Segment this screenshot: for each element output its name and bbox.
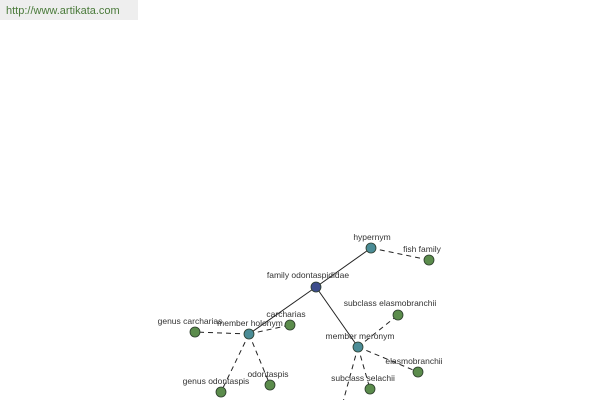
node[interactable] [215, 386, 227, 398]
edge [315, 247, 372, 288]
dashed-edge [343, 346, 359, 400]
dashed-edge [357, 346, 371, 390]
site-url[interactable]: http://www.artikata.com [0, 0, 138, 20]
node-label[interactable]: member holonym [217, 318, 283, 328]
node-label[interactable]: genus odontaspis [183, 376, 250, 386]
dashed-edge [357, 346, 419, 373]
node[interactable] [423, 254, 435, 266]
node-label[interactable]: subclass elasmobranchii [344, 298, 437, 308]
node[interactable] [365, 242, 377, 254]
node[interactable] [392, 309, 404, 321]
dashed-edge [248, 324, 291, 335]
node-label[interactable]: member meronym [326, 331, 395, 341]
node[interactable] [364, 383, 376, 395]
node[interactable] [243, 328, 255, 340]
node[interactable] [310, 281, 322, 293]
node[interactable] [352, 341, 364, 353]
edge [315, 286, 359, 348]
node-label[interactable]: family odontaspididae [267, 270, 349, 280]
node-label[interactable]: elasmobranchii [385, 356, 442, 366]
dashed-edge [370, 247, 430, 261]
edge [248, 286, 317, 335]
dashed-edge [194, 331, 250, 335]
node-label[interactable]: genus carcharias [158, 316, 223, 326]
node-label[interactable]: hypernym [353, 232, 390, 242]
node-label[interactable]: odontaspis [247, 369, 288, 379]
node-label[interactable]: subclass selachii [331, 373, 395, 383]
node[interactable] [412, 366, 424, 378]
node[interactable] [284, 319, 296, 331]
node-label[interactable]: fish family [403, 244, 442, 254]
node[interactable] [264, 379, 276, 391]
dashed-edge [220, 333, 250, 393]
node[interactable] [189, 326, 201, 338]
dashed-edge [248, 333, 271, 386]
node-label[interactable]: carcharias [266, 309, 305, 319]
